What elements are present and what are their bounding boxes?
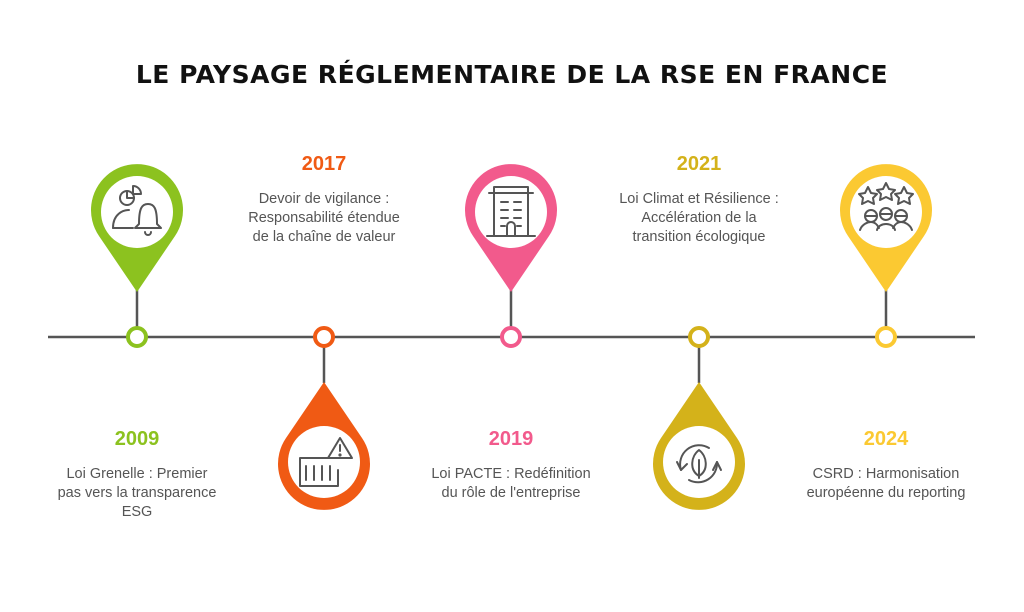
event-year: 2017: [301, 153, 347, 175]
milestone-2017: [313, 326, 335, 348]
milestone-2019: [500, 326, 522, 348]
event-year: 2019: [488, 428, 534, 450]
event-description: Loi Climat et Résilience : Accélération …: [619, 191, 779, 245]
event-label-2021: 2021 Loi Climat et Résilience : Accéléra…: [589, 153, 809, 247]
page-title: LE PAYSAGE RÉGLEMENTAIRE DE LA RSE EN FR…: [135, 60, 889, 89]
event-description: Loi PACTE : Redéfinition du rôle de l'en…: [431, 466, 591, 501]
event-label-2017: 2017 Devoir de vigilance : Responsabilit…: [214, 153, 434, 247]
building-icon: [486, 186, 536, 237]
pin-2009: [91, 164, 184, 292]
event-year: 2009: [114, 428, 160, 450]
leaf-cycle-icon: [676, 444, 722, 484]
milestone-2024: [875, 326, 897, 348]
event-year: 2021: [676, 153, 722, 175]
event-label-2009: 2009 Loi Grenelle : Premier pas vers la …: [27, 428, 247, 522]
event-label-2019: 2019 Loi PACTE : Redéfinition du rôle de…: [401, 428, 621, 503]
stars-people-icon: [858, 182, 914, 231]
milestone-2009: [126, 326, 148, 348]
drop-2017: [278, 382, 370, 510]
event-label-2024: 2024 CSRD : Harmonisation européenne du …: [776, 428, 996, 503]
milestone-2021: [688, 326, 710, 348]
pin-2019: [465, 164, 557, 292]
user-chart-bell-icon: [112, 185, 162, 236]
container-warning-icon: [299, 437, 353, 487]
event-description: Devoir de vigilance : Responsabilité éte…: [248, 191, 400, 245]
pin-2024: [840, 164, 932, 292]
event-description: Loi Grenelle : Premier pas vers la trans…: [57, 466, 217, 520]
event-year: 2024: [863, 428, 909, 450]
drop-2021: [653, 382, 745, 510]
event-description: CSRD : Harmonisation européenne du repor…: [806, 466, 966, 501]
